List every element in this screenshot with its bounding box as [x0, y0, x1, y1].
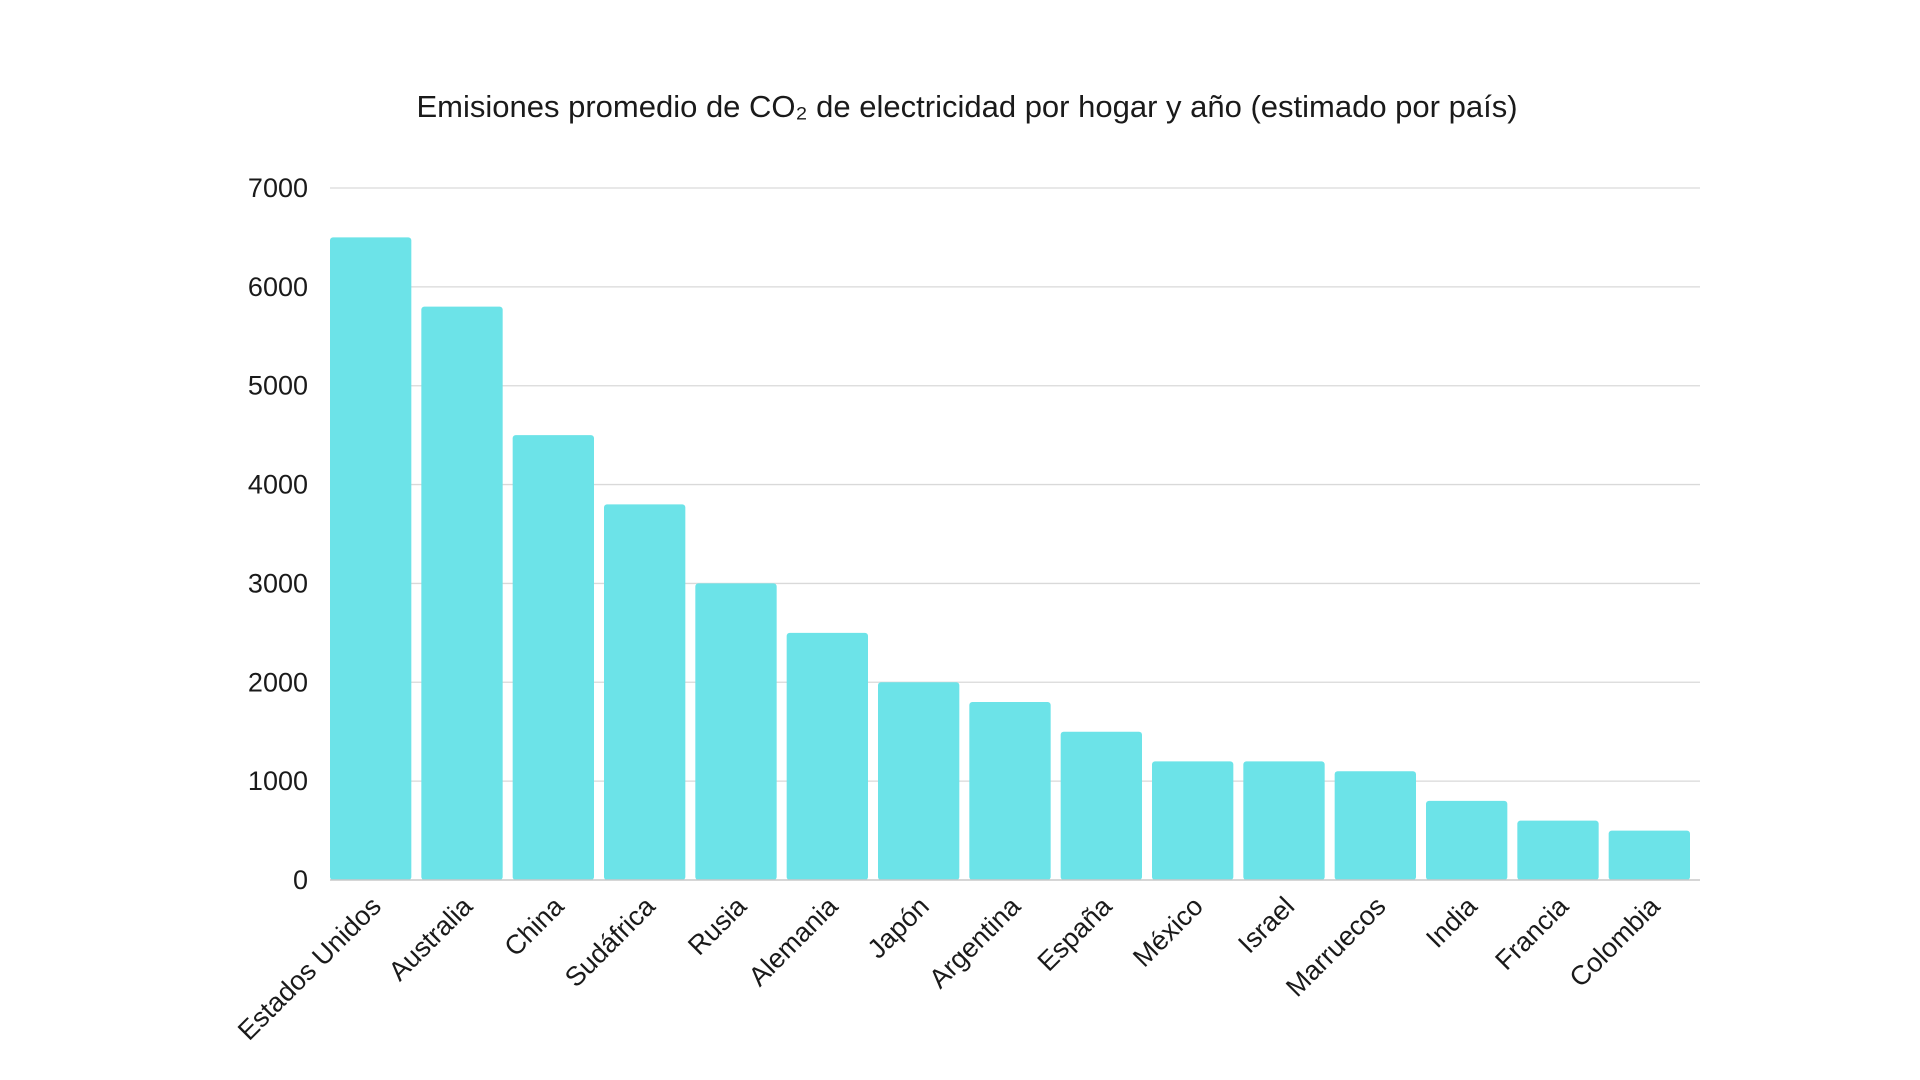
x-tick-label: Marruecos [1280, 891, 1391, 1002]
bar [1334, 771, 1416, 880]
y-tick-label: 2000 [248, 667, 308, 697]
x-tick-label: Colombia [1564, 890, 1667, 993]
bar [512, 435, 594, 880]
y-tick-label: 1000 [248, 766, 308, 796]
y-tick-label: 7000 [248, 173, 308, 203]
x-tick-label: India [1420, 890, 1483, 953]
y-tick-label: 0 [293, 865, 308, 895]
bar [695, 583, 777, 880]
x-tick-label: Australia [383, 890, 479, 986]
x-tick-label: España [1032, 890, 1119, 977]
bar [969, 702, 1051, 880]
x-tick-label: México [1127, 891, 1209, 973]
bar [421, 306, 503, 881]
x-tick-label: Francia [1489, 890, 1575, 976]
x-tick-label: Estados Unidos [232, 891, 387, 1046]
x-tick-label: Rusia [682, 890, 753, 961]
bar [1608, 830, 1690, 880]
bar [1517, 820, 1599, 880]
x-tick-label: Alemania [743, 890, 845, 992]
bar [1060, 731, 1142, 880]
x-tick-label: China [498, 890, 570, 962]
x-tick-label: Israel [1232, 891, 1300, 959]
y-tick-label: 3000 [248, 568, 308, 598]
bar [1426, 800, 1508, 880]
bar [878, 682, 960, 880]
bar [786, 632, 868, 880]
y-tick-label: 4000 [248, 470, 308, 500]
bar [330, 237, 412, 880]
x-tick-label: Japón [862, 891, 935, 964]
y-axis-ticks: 0 1000 2000 3000 4000 5000 6000 7000 [248, 173, 308, 895]
bar [1152, 761, 1234, 880]
bar [604, 504, 686, 880]
y-tick-label: 5000 [248, 371, 308, 401]
bar [1243, 761, 1325, 880]
bars [330, 237, 1690, 881]
y-tick-label: 6000 [248, 272, 308, 302]
x-tick-label: Argentina [923, 890, 1027, 994]
x-tick-label: Sudáfrica [559, 890, 662, 993]
chart-title: Emisiones promedio de CO₂ de electricida… [416, 89, 1517, 124]
